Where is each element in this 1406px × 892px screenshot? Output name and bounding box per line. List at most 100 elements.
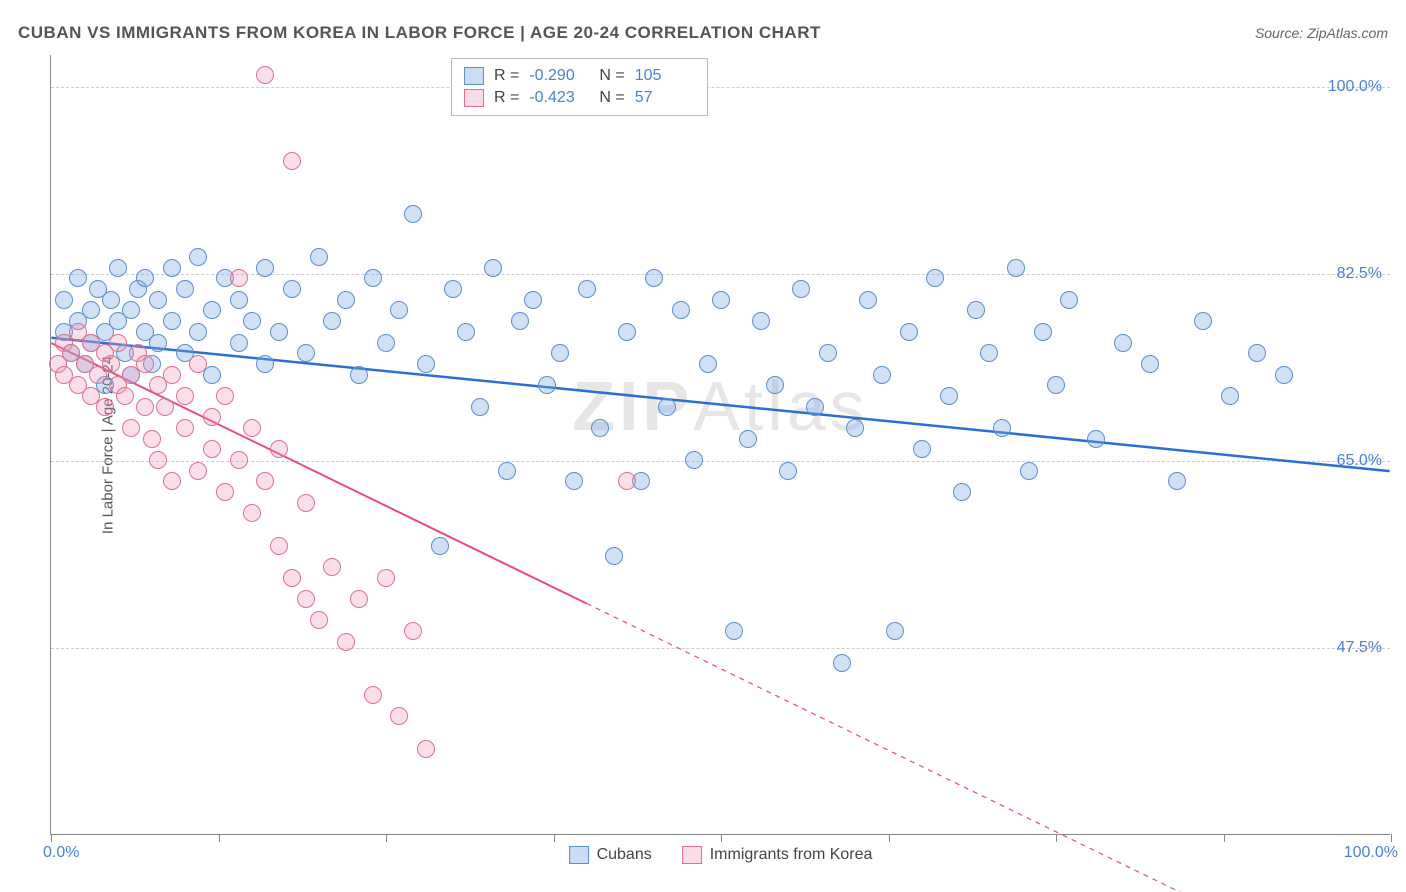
data-point — [270, 323, 288, 341]
data-point — [1221, 387, 1239, 405]
data-point — [1007, 259, 1025, 277]
data-point — [323, 312, 341, 330]
data-point — [953, 483, 971, 501]
data-point — [1141, 355, 1159, 373]
data-point — [779, 462, 797, 480]
data-point — [712, 291, 730, 309]
data-point — [256, 355, 274, 373]
data-point — [283, 280, 301, 298]
data-point — [189, 355, 207, 373]
r-label: R = — [494, 67, 519, 85]
data-point — [216, 387, 234, 405]
data-point — [846, 419, 864, 437]
data-point — [1087, 430, 1105, 448]
data-point — [618, 323, 636, 341]
data-point — [283, 569, 301, 587]
data-point — [1047, 376, 1065, 394]
data-point — [364, 269, 382, 287]
trend-lines — [51, 55, 1390, 834]
data-point — [1114, 334, 1132, 352]
data-point — [297, 494, 315, 512]
n-value: 105 — [635, 67, 695, 85]
legend-item-korea: Immigrants from Korea — [682, 846, 873, 864]
data-point — [524, 291, 542, 309]
data-point — [163, 366, 181, 384]
data-point — [109, 334, 127, 352]
data-point — [685, 451, 703, 469]
data-point — [136, 398, 154, 416]
legend-label: Immigrants from Korea — [710, 846, 873, 864]
data-point — [156, 398, 174, 416]
data-point — [270, 537, 288, 555]
x-axis-label-right: 100.0% — [1344, 844, 1398, 862]
data-point — [102, 355, 120, 373]
data-point — [96, 398, 114, 416]
data-point — [189, 462, 207, 480]
data-point — [69, 269, 87, 287]
data-point — [122, 419, 140, 437]
data-point — [538, 376, 556, 394]
data-point — [203, 440, 221, 458]
data-point — [404, 622, 422, 640]
data-point — [1060, 291, 1078, 309]
data-point — [297, 590, 315, 608]
data-point — [498, 462, 516, 480]
n-label: N = — [599, 67, 624, 85]
data-point — [230, 451, 248, 469]
data-point — [511, 312, 529, 330]
x-tick — [1056, 834, 1057, 842]
data-point — [243, 312, 261, 330]
data-point — [270, 440, 288, 458]
data-point — [591, 419, 609, 437]
data-point — [256, 259, 274, 277]
data-point — [900, 323, 918, 341]
swatch-blue-icon — [569, 846, 589, 864]
data-point — [605, 547, 623, 565]
data-point — [109, 259, 127, 277]
data-point — [457, 323, 475, 341]
legend-item-cubans: Cubans — [569, 846, 652, 864]
data-point — [873, 366, 891, 384]
data-point — [102, 291, 120, 309]
data-point — [859, 291, 877, 309]
r-label: R = — [494, 89, 519, 107]
data-point — [310, 611, 328, 629]
data-point — [993, 419, 1011, 437]
legend-label: Cubans — [597, 846, 652, 864]
data-point — [1194, 312, 1212, 330]
data-point — [806, 398, 824, 416]
data-point — [176, 280, 194, 298]
data-point — [176, 419, 194, 437]
data-point — [1034, 323, 1052, 341]
data-point — [833, 654, 851, 672]
x-tick — [1224, 834, 1225, 842]
x-tick — [51, 834, 52, 842]
data-point — [176, 387, 194, 405]
x-tick — [1391, 834, 1392, 842]
data-point — [243, 419, 261, 437]
data-point — [230, 291, 248, 309]
chart-header: CUBAN VS IMMIGRANTS FROM KOREA IN LABOR … — [18, 18, 1388, 48]
data-point — [886, 622, 904, 640]
data-point — [417, 740, 435, 758]
swatch-pink-icon — [682, 846, 702, 864]
n-value: 57 — [635, 89, 695, 107]
data-point — [390, 301, 408, 319]
data-point — [913, 440, 931, 458]
data-point — [136, 269, 154, 287]
data-point — [350, 366, 368, 384]
data-point — [216, 483, 234, 501]
bottom-legend: Cubans Immigrants from Korea — [569, 846, 873, 864]
data-point — [297, 344, 315, 362]
stats-row-korea: R = -0.423 N = 57 — [464, 87, 695, 109]
x-tick — [219, 834, 220, 842]
x-axis-label-left: 0.0% — [43, 844, 79, 862]
data-point — [1275, 366, 1293, 384]
data-point — [699, 355, 717, 373]
data-point — [350, 590, 368, 608]
data-point — [163, 259, 181, 277]
r-value: -0.290 — [529, 67, 589, 85]
data-point — [163, 312, 181, 330]
swatch-pink-icon — [464, 89, 484, 107]
data-point — [739, 430, 757, 448]
